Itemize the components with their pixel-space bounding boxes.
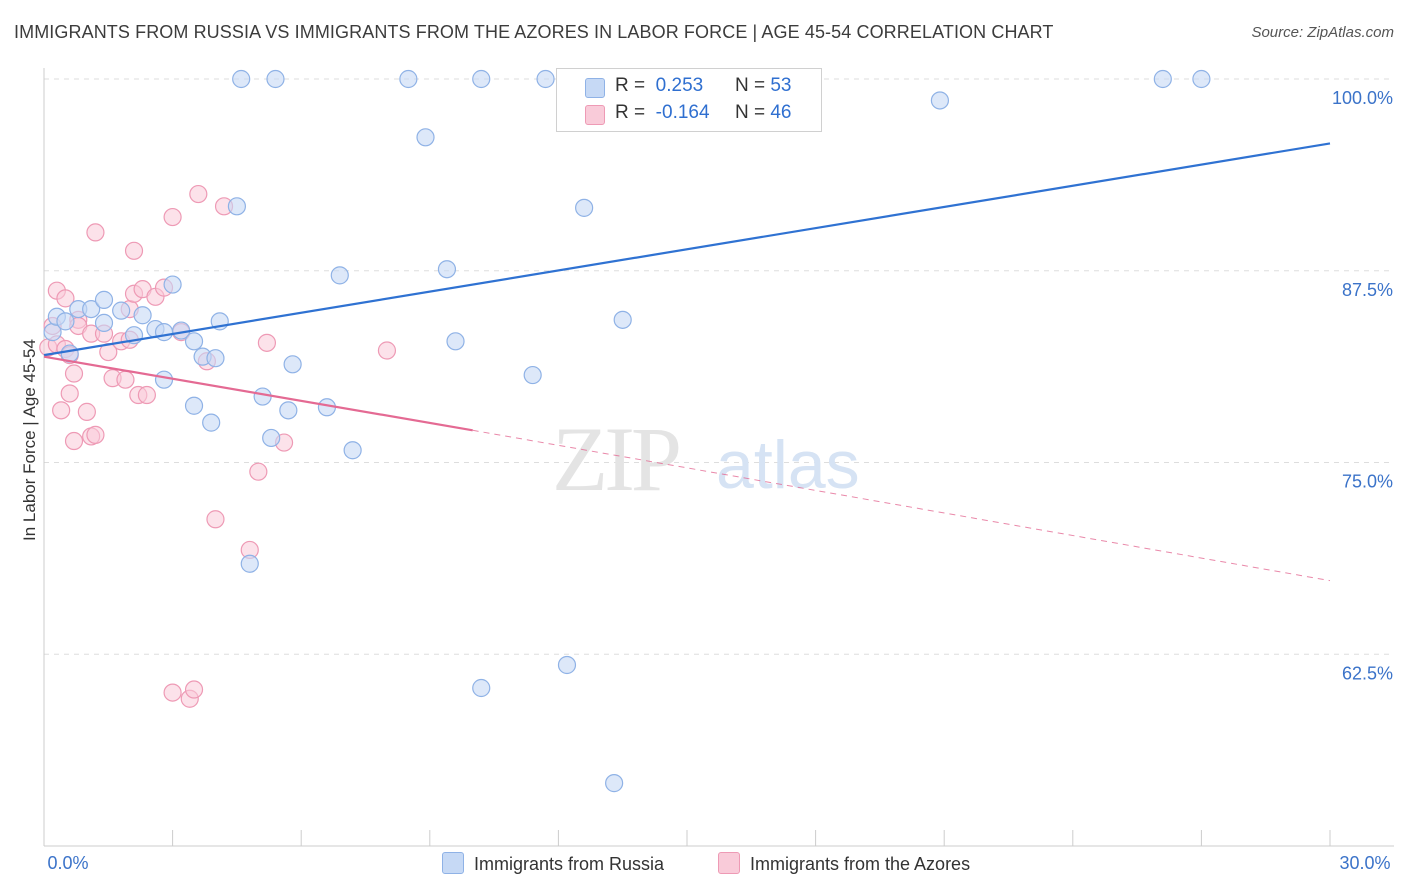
azores-point [257, 333, 277, 352]
y-axis-label-wrap: In Labor Force | Age 45-54 [18, 300, 42, 580]
russia-point [523, 365, 542, 385]
axes [43, 68, 1394, 847]
watermark-atlas: atlas [716, 427, 860, 503]
tick-labels: 62.5% 75.0% 87.5% 100.0% 0.0% 30.0% [47, 88, 1393, 873]
russia-point [154, 323, 174, 342]
russia-point [184, 396, 204, 415]
russia-point [283, 355, 302, 374]
russia-point [112, 301, 131, 320]
azores-swatch [585, 105, 605, 125]
azores-point [64, 431, 84, 451]
azores-point [86, 223, 105, 242]
russia-point [472, 69, 491, 89]
azores-point [189, 184, 208, 204]
azores-point [86, 425, 105, 444]
russia-swatch [585, 78, 605, 98]
russia-n-label: N = [734, 75, 766, 96]
russia-point [184, 332, 204, 351]
russia-point [240, 554, 259, 573]
azores-point [137, 385, 156, 405]
azores-r-label: R = [615, 102, 646, 123]
russia-point [575, 198, 594, 217]
russia-point [343, 441, 362, 460]
russia-point [266, 69, 285, 89]
russia-point [416, 128, 435, 147]
azores-points [39, 184, 397, 708]
legend-azores-label: Immigrants from the Azores [750, 854, 971, 874]
azores-stats-row: R = -0.164 N = 46 [615, 102, 791, 124]
russia-point [82, 300, 101, 319]
russia-point [279, 401, 298, 420]
azores-n-label: N = [734, 102, 766, 123]
russia-point [206, 349, 225, 368]
russia-point [56, 312, 75, 331]
russia-n-value: 53 [770, 75, 792, 96]
russia-point [1153, 69, 1172, 89]
legend-russia-swatch [442, 852, 464, 874]
azores-point [206, 510, 225, 529]
russia-trend-line [43, 142, 1331, 357]
russia-point [399, 69, 418, 89]
chart-title: IMMIGRANTS FROM RUSSIA VS IMMIGRANTS FRO… [14, 22, 1054, 42]
russia-point [94, 290, 114, 309]
russia-point [227, 197, 246, 216]
watermark: ZIP atlas [552, 408, 860, 510]
azores-point [56, 289, 75, 308]
russia-point [1192, 69, 1211, 89]
azores-n-value: 46 [770, 102, 792, 123]
russia-point [202, 413, 221, 432]
russia-point [262, 428, 281, 448]
russia-point [472, 678, 491, 698]
azores-trend-line [43, 355, 473, 432]
russia-point [163, 275, 182, 294]
azores-point [116, 370, 135, 389]
correlation-legend: R = 0.253 N = 53 R = -0.164 N = 46 [556, 68, 822, 132]
azores-point [163, 207, 182, 227]
azores-point [64, 364, 84, 383]
azores-point [184, 680, 204, 699]
russia-point [330, 266, 349, 285]
y-axis-label: In Labor Force | Age 45-54 [20, 339, 39, 541]
russia-point [232, 69, 251, 89]
russia-point [437, 260, 457, 279]
russia-point [94, 313, 114, 333]
legend-azores-swatch [718, 852, 740, 874]
azores-point [163, 683, 182, 702]
y-tick-label: 87.5% [1342, 280, 1393, 300]
russia-r-label: R = [615, 75, 646, 96]
x-tick-label: 30.0% [1339, 853, 1390, 873]
russia-stats-row: R = 0.253 N = 53 [615, 75, 791, 97]
azores-r-value: -0.164 [655, 102, 710, 123]
azores-trend-extension [472, 429, 1331, 582]
watermark-zip: ZIP [552, 408, 679, 510]
russia-point [133, 306, 152, 325]
y-tick-label: 62.5% [1342, 663, 1393, 683]
russia-point [930, 91, 950, 110]
azores-point [52, 401, 71, 420]
russia-point [154, 370, 174, 389]
azores-point [60, 384, 79, 403]
russia-point [253, 387, 272, 406]
y-tick-label: 100.0% [1332, 88, 1393, 108]
russia-point [536, 69, 555, 89]
azores-point [249, 462, 268, 481]
x-tick-label: 0.0% [47, 853, 88, 873]
y-tick-label: 75.0% [1342, 472, 1393, 492]
russia-point [446, 332, 465, 351]
russia-point [557, 655, 577, 675]
russia-point [605, 774, 624, 793]
legend-russia-label: Immigrants from Russia [474, 854, 665, 874]
russia-point [613, 310, 632, 329]
azores-point [377, 341, 397, 360]
azores-point [77, 402, 96, 421]
legend-item-azores: Immigrants from the Azores [718, 852, 970, 875]
source-label: Source: ZipAtlas.com [1251, 24, 1394, 41]
trend-lines [43, 142, 1331, 582]
azores-point [124, 241, 144, 260]
legend-item-russia: Immigrants from Russia [442, 852, 664, 875]
russia-r-value: 0.253 [655, 75, 704, 96]
